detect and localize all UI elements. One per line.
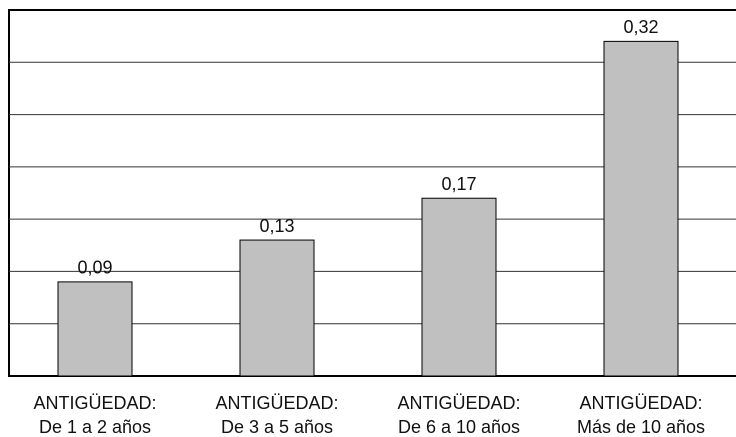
bar: [421, 197, 497, 377]
x-tick-label: ANTIGÜEDAD:: [579, 393, 702, 413]
bar: [239, 239, 315, 377]
data-label: 0,17: [441, 174, 476, 194]
data-label: 0,09: [77, 258, 112, 278]
x-tick-label: De 6 a 10 años: [398, 417, 520, 437]
x-tick-label: ANTIGÜEDAD:: [215, 393, 338, 413]
bar: [57, 281, 133, 377]
x-tick-label: De 3 a 5 años: [221, 417, 333, 437]
x-tick-label: De 1 a 2 años: [39, 417, 151, 437]
x-tick-label: ANTIGÜEDAD:: [397, 393, 520, 413]
plot-frame: [8, 9, 736, 377]
x-tick-label: Más de 10 años: [577, 417, 705, 437]
data-label: 0,32: [623, 17, 658, 37]
bar: [603, 40, 679, 377]
x-tick-label: ANTIGÜEDAD:: [33, 393, 156, 413]
data-label: 0,13: [259, 216, 294, 236]
